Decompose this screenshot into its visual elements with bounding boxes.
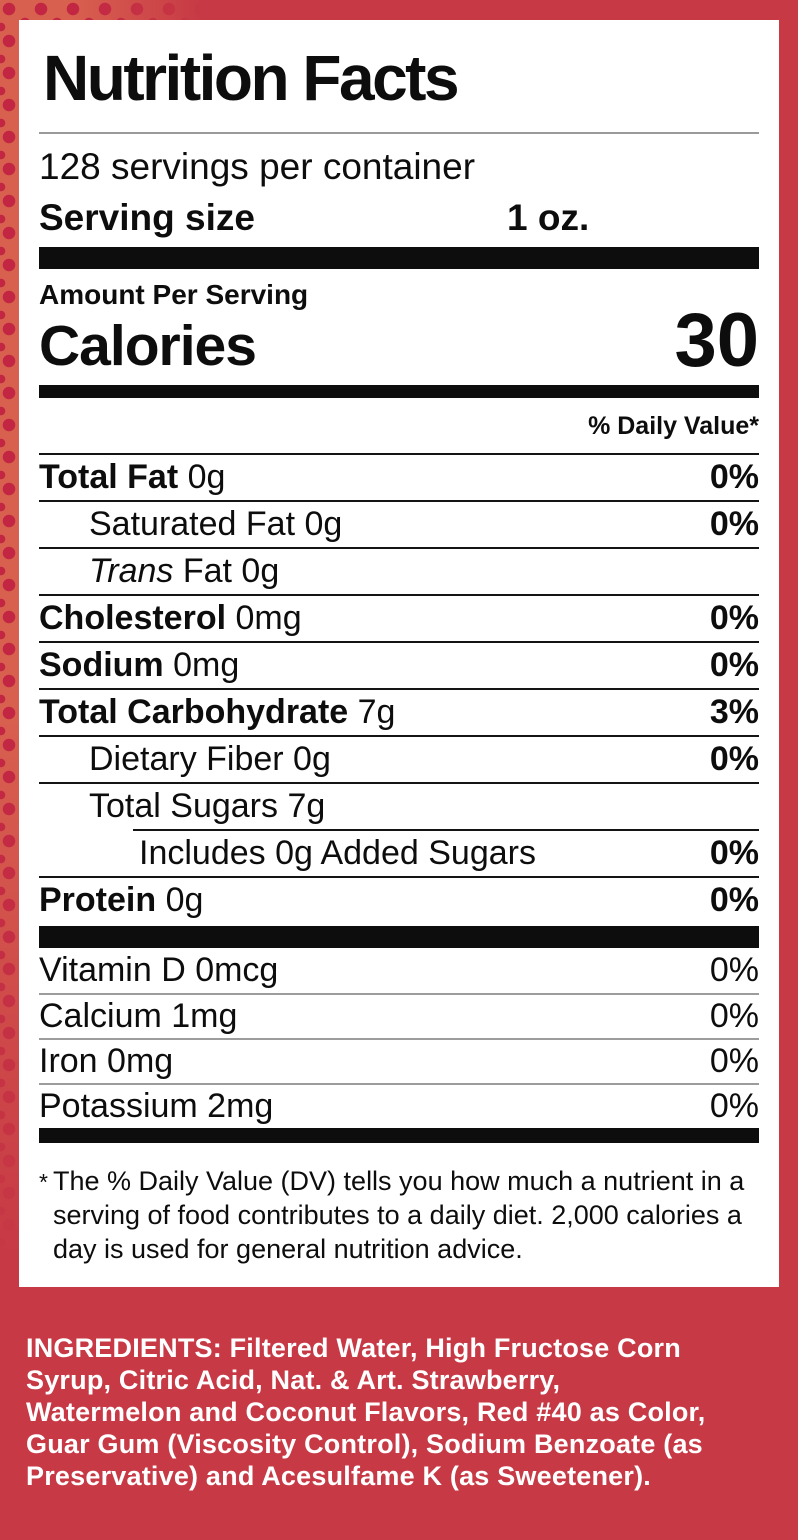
nutrient-name: Total Fat 0g: [39, 458, 226, 496]
footnote-asterisk: *: [39, 1169, 48, 1195]
thick-divider-bar: [39, 247, 759, 269]
vitamin-row: Calcium 1mg 0%: [39, 993, 759, 1038]
nutrient-name: Total Sugars 7g: [89, 787, 326, 825]
nutrient-rows: Total Fat 0g 0% Saturated Fat 0g 0% Trans Fa…: [39, 453, 759, 923]
serving-size-value: 1 oz.: [507, 197, 590, 238]
nutrient-daily-value: 0%: [709, 646, 759, 684]
nutrient-row: Sodium 0mg 0%: [39, 641, 759, 688]
nutrient-daily-value: 0%: [709, 881, 759, 919]
nutrient-name: Total Carbohydrate 7g: [39, 693, 396, 731]
serving-size-row: Serving size 1 oz.: [39, 192, 759, 244]
nutrient-daily-value: 0%: [709, 740, 759, 778]
bottom-divider-bar: [39, 1128, 759, 1143]
daily-value-header: % Daily Value*: [588, 412, 759, 440]
label-title: Nutrition Facts: [43, 42, 460, 114]
thick-divider-bar: [39, 926, 759, 948]
nutrient-daily-value: 0%: [709, 834, 759, 872]
nutrient-row: Cholesterol 0mg 0%: [39, 594, 759, 641]
vitamin-row: Potassium 2mg 0%: [39, 1083, 759, 1128]
ingredients-statement: INGREDIENTS: Filtered Water, High Fructo…: [26, 1333, 706, 1491]
calories-value: 30: [674, 297, 759, 383]
nutrient-row: Total Fat 0g 0%: [39, 453, 759, 500]
nutrient-row: Saturated Fat 0g 0%: [39, 500, 759, 547]
nutrient-row: Protein 0g 0%: [39, 876, 759, 923]
calories-row: Calories 30: [39, 297, 759, 383]
vitamin-daily-value: 0%: [709, 997, 759, 1035]
vitamin-name: Calcium 1mg: [39, 997, 238, 1035]
amount-per-serving: Amount Per Serving: [39, 279, 309, 310]
nutrient-name: Trans Fat 0g: [89, 552, 280, 590]
halftone-pattern-top: [0, 0, 210, 21]
nutrient-name: Saturated Fat 0g: [89, 505, 343, 543]
nutrient-daily-value: 0%: [709, 458, 759, 496]
nutrient-row: Total Carbohydrate 7g 3%: [39, 688, 759, 735]
vitamin-name: Vitamin D 0mcg: [39, 951, 279, 989]
vitamin-daily-value: 0%: [709, 1087, 759, 1125]
footnote-text: The % Daily Value (DV) tells you how muc…: [52, 1166, 745, 1264]
calories-label: Calories: [39, 313, 257, 378]
nutrient-daily-value: 3%: [709, 693, 759, 731]
nutrient-name: Sodium 0mg: [39, 646, 240, 684]
nutrition-facts-label: Nutrition Facts 128 servings per contain…: [19, 20, 779, 1287]
daily-value-footnote: * The % Daily Value (DV) tells you how m…: [39, 1164, 759, 1266]
vitamin-daily-value: 0%: [709, 951, 759, 989]
serving-size-label: Serving size: [39, 197, 255, 238]
nutrient-row: Includes 0g Added Sugars 0%: [133, 829, 759, 876]
vitamin-daily-value: 0%: [709, 1042, 759, 1080]
vitamin-row: Iron 0mg 0%: [39, 1038, 759, 1083]
vitamin-name: Iron 0mg: [39, 1042, 174, 1080]
nutrient-name: Dietary Fiber 0g: [89, 740, 331, 778]
nutrient-name: Protein 0g: [39, 881, 204, 919]
vitamin-rows: Vitamin D 0mcg 0% Calcium 1mg 0% Iron 0mg 0% P…: [39, 948, 759, 1128]
vitamin-name: Potassium 2mg: [39, 1087, 274, 1125]
halftone-pattern-left: [0, 0, 20, 1300]
nutrient-row: Trans Fat 0g: [39, 547, 759, 594]
servings-per-container: 128 servings per container: [39, 146, 476, 187]
nutrient-name: Cholesterol 0mg: [39, 599, 302, 637]
vitamin-row: Vitamin D 0mcg 0%: [39, 948, 759, 993]
nutrient-name: Includes 0g Added Sugars: [139, 834, 536, 872]
nutrient-row: Dietary Fiber 0g 0%: [39, 735, 759, 782]
nutrient-daily-value: 0%: [709, 505, 759, 543]
nutrient-row: Total Sugars 7g: [39, 782, 759, 829]
title-divider: [39, 132, 759, 134]
medium-divider-bar: [39, 385, 759, 398]
nutrient-daily-value: 0%: [709, 599, 759, 637]
